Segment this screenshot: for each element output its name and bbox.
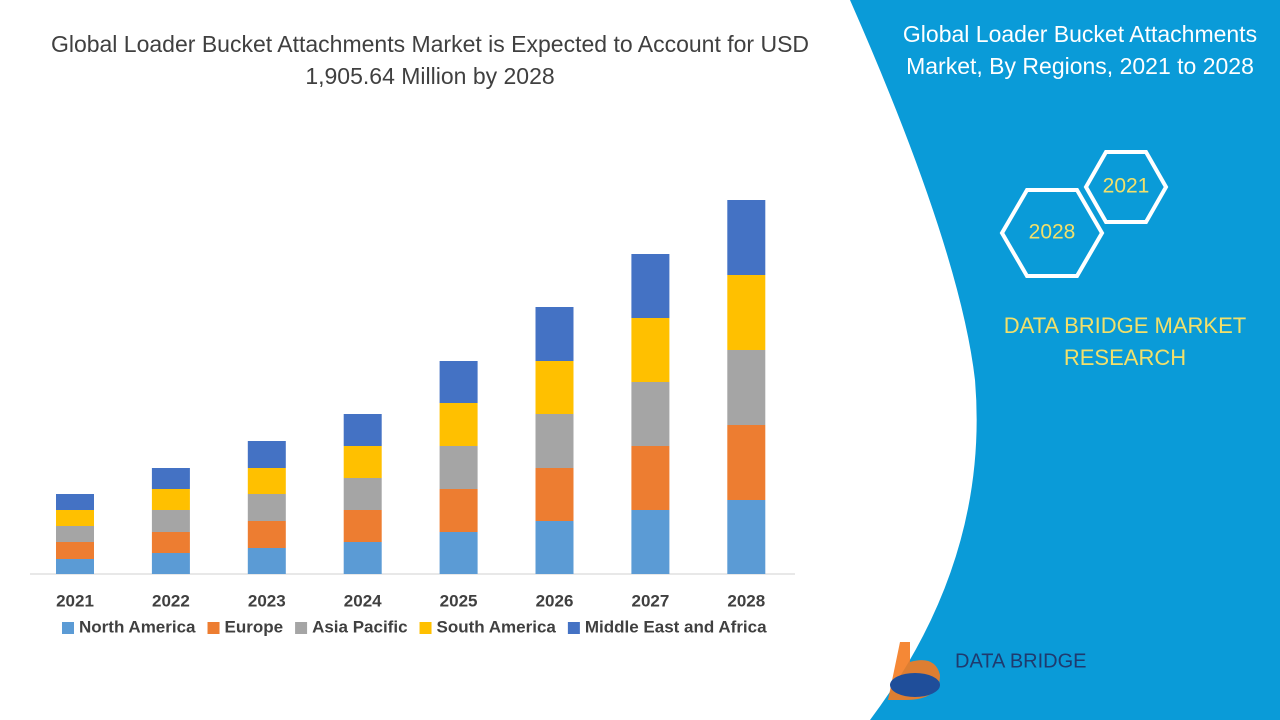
- bar-segment: [151, 510, 190, 532]
- legend-label: Europe: [225, 617, 284, 636]
- bar-segment: [247, 494, 286, 521]
- chart-title: Global Loader Bucket Attachments Market …: [50, 31, 810, 89]
- x-tick-label: 2022: [152, 591, 190, 610]
- bar-segment: [343, 414, 382, 446]
- bar-segment: [535, 468, 574, 521]
- legend-swatch: [419, 622, 432, 634]
- hexagon: [1083, 150, 1169, 224]
- bar-segment: [535, 307, 574, 361]
- legend-swatch: [62, 622, 74, 634]
- bar-segment: [343, 446, 382, 478]
- brand: DATA BRIDGE MARKET RESEARCH: [1003, 313, 1247, 370]
- bar-segment: [631, 318, 670, 382]
- bar-segment: [535, 414, 574, 468]
- bar-segment: [343, 478, 382, 510]
- x-tick-label: 2021: [56, 591, 94, 610]
- bar-segment: [439, 532, 478, 574]
- bar-segment: [56, 526, 94, 542]
- x-tick-label: 2027: [631, 591, 669, 610]
- bar-segment: [439, 361, 478, 403]
- bar-segment: [151, 532, 190, 553]
- bar-segment: [727, 500, 766, 574]
- legend-label: Asia Pacific: [312, 617, 407, 636]
- x-tick-label: 2026: [536, 591, 574, 610]
- bar-segment: [247, 468, 286, 494]
- bar-segment: [247, 521, 286, 548]
- bar-segment: [727, 425, 766, 500]
- x-tick-label: 2023: [248, 591, 286, 610]
- side-panel: [850, 0, 1280, 720]
- hexagon-label: 2028: [1029, 221, 1076, 244]
- legend-label: Middle East and Africa: [585, 617, 767, 636]
- hexagon: [999, 188, 1105, 278]
- logo-icon: [890, 673, 940, 697]
- legend-swatch: [207, 622, 220, 634]
- x-tick-label: 2024: [344, 591, 382, 610]
- bar-segment: [727, 275, 766, 350]
- bar-segment: [727, 200, 766, 275]
- bar-segment: [631, 510, 670, 574]
- legend-swatch: [567, 622, 580, 634]
- bar-segment: [439, 489, 478, 532]
- bar-segment: [727, 350, 766, 425]
- hexagon-label: 2021: [1103, 175, 1150, 198]
- legend-label: North America: [79, 617, 196, 636]
- bar-segment: [56, 559, 94, 574]
- bar-segment: [56, 494, 94, 510]
- bar-segment: [151, 468, 190, 489]
- x-tick-label: 2025: [440, 591, 478, 610]
- logo-text: DATA BRIDGE: [955, 650, 1087, 672]
- bar-segment: [247, 441, 286, 468]
- bar-segment: [535, 361, 574, 414]
- bar-segment: [56, 510, 94, 526]
- bar-segment: [56, 542, 94, 559]
- bar-segment: [439, 446, 478, 489]
- bar-segment: [439, 403, 478, 446]
- legend-label: South America: [437, 617, 557, 636]
- bar-segment: [151, 489, 190, 510]
- bar-segment: [631, 254, 670, 318]
- legend-swatch: [295, 622, 308, 634]
- bar-segment: [343, 542, 382, 574]
- bar-segment: [343, 510, 382, 542]
- x-tick-label: 2028: [727, 591, 765, 610]
- bar-segment: [631, 382, 670, 446]
- bar-segment: [631, 446, 670, 510]
- bar-segment: [151, 553, 190, 574]
- bar-segment: [247, 548, 286, 574]
- panel-title: Global Loader Bucket Attachments Market,…: [902, 21, 1258, 79]
- bar-segment: [535, 521, 574, 574]
